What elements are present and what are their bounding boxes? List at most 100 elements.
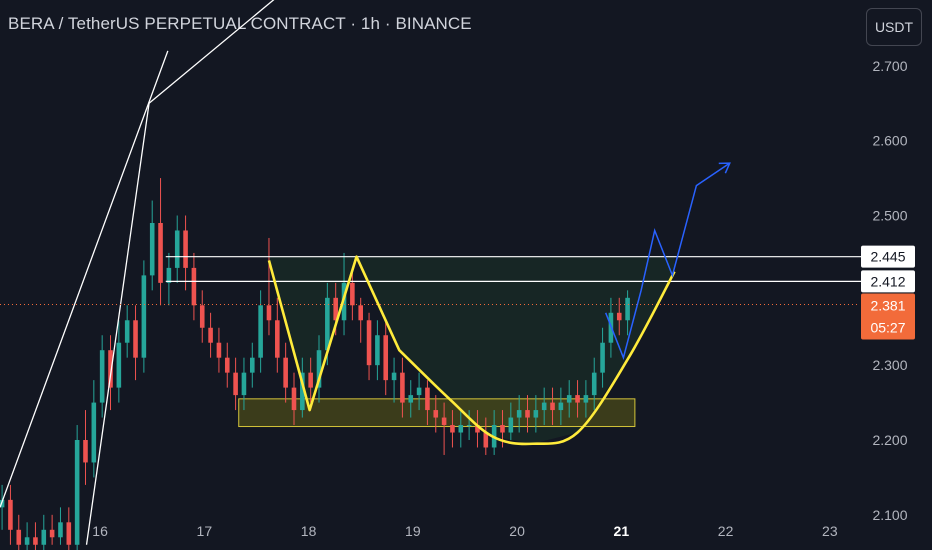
y-tick-label: 2.700	[872, 58, 907, 74]
candle-body	[91, 402, 97, 463]
projection-arrowhead	[718, 162, 731, 174]
candle-body	[316, 350, 322, 388]
candle-body	[450, 425, 455, 433]
candle-body	[383, 335, 389, 381]
candle-body	[258, 305, 263, 358]
candle-body	[224, 357, 230, 373]
drawings-layer	[0, 0, 877, 545]
projection-path	[604, 162, 731, 361]
y-tick-label: 2.500	[872, 208, 907, 224]
current-price-box	[861, 293, 915, 340]
candle-body	[616, 312, 622, 321]
candle-body	[325, 297, 330, 351]
candle-body	[558, 402, 564, 411]
x-tick-label: 21	[614, 523, 630, 539]
candle-body	[199, 305, 205, 328]
candle-body	[350, 282, 355, 306]
candle-body	[266, 305, 272, 321]
candle-body	[458, 425, 464, 433]
channel-line	[0, 50, 169, 508]
candle-body	[600, 342, 605, 373]
x-tick-label: 19	[405, 523, 421, 539]
candle-body	[358, 305, 364, 321]
candle-body	[441, 417, 447, 426]
w-pattern-line	[267, 255, 676, 446]
channel-line	[85, 103, 150, 545]
level-label: 2.412	[870, 273, 905, 289]
x-tick-label: 20	[509, 523, 525, 539]
candle-body	[74, 440, 80, 545]
candle-body	[124, 320, 130, 343]
y-tick-label: 2.200	[872, 432, 907, 448]
x-tick-label: 16	[92, 523, 108, 539]
candle-body	[525, 410, 530, 418]
candle-body	[166, 267, 172, 283]
candle-body	[416, 387, 422, 396]
candle-body	[241, 372, 247, 396]
candle-body	[33, 537, 38, 545]
y-tick-label: 2.600	[872, 133, 907, 149]
candle-body	[283, 357, 288, 388]
axes-layer: 2.700 2.600 2.500 2.300 2.200 2.100 16 17 18 19 20…	[92, 58, 907, 539]
bar-countdown-label: 05:27	[870, 320, 905, 336]
x-tick-label: 22	[718, 523, 734, 539]
level-label-box	[861, 245, 915, 268]
x-tick-label: 18	[301, 523, 317, 539]
candle-body	[41, 529, 47, 545]
candle-body	[516, 410, 522, 418]
candle-body	[83, 440, 88, 463]
y-tick-label: 2.100	[872, 507, 907, 523]
candle-body	[375, 335, 380, 366]
pattern-shading	[268, 256, 675, 444]
candle-body	[291, 387, 297, 411]
candle-body	[149, 222, 155, 276]
candle-body	[300, 372, 305, 411]
candle-body	[408, 395, 414, 403]
candle-body	[466, 425, 472, 427]
candle-body	[425, 387, 430, 411]
x-tick-label: 23	[822, 523, 838, 539]
candle-body	[308, 372, 313, 388]
candle-body	[550, 402, 555, 411]
candle-body	[541, 402, 547, 411]
candle-body	[133, 320, 138, 358]
candle-body	[158, 222, 163, 283]
candle-body	[24, 537, 30, 545]
candle-body	[500, 425, 505, 433]
candle-body	[16, 529, 22, 545]
price-labels-layer: 2.445 2.412 2.381 05:27	[861, 245, 915, 340]
current-price-label: 2.381	[870, 298, 905, 314]
chart-title: BERA / TetherUS PERPETUAL CONTRACT · 1h …	[8, 14, 472, 33]
candle-body	[591, 372, 597, 396]
currency-button[interactable]: USDT	[866, 8, 922, 46]
candle-body	[483, 432, 489, 448]
candle-body	[216, 342, 222, 358]
candle-body	[275, 320, 280, 358]
candle-body	[233, 372, 238, 396]
candle-body	[8, 499, 13, 530]
candle-body	[333, 297, 338, 321]
candle-body	[533, 410, 539, 418]
candle-body	[58, 522, 63, 538]
candle-body	[583, 395, 589, 403]
candle-body	[366, 320, 372, 366]
support-zone-layer	[238, 256, 675, 444]
candle-body	[49, 529, 55, 538]
candle-body	[400, 372, 405, 403]
level-label-box	[861, 270, 915, 293]
candle-body	[141, 275, 147, 358]
candle-body	[191, 267, 197, 306]
candles-layer	[0, 178, 630, 550]
candle-body	[99, 350, 105, 403]
channel-line	[148, 0, 275, 104]
candle-body	[575, 395, 580, 403]
candle-body	[0, 499, 5, 508]
candle-body	[433, 410, 439, 418]
y-tick-label: 2.300	[872, 357, 907, 373]
level-label: 2.445	[870, 249, 905, 265]
candle-body	[174, 230, 180, 268]
candle-body	[108, 350, 113, 388]
candle-body	[391, 372, 397, 381]
candle-body	[508, 417, 514, 433]
